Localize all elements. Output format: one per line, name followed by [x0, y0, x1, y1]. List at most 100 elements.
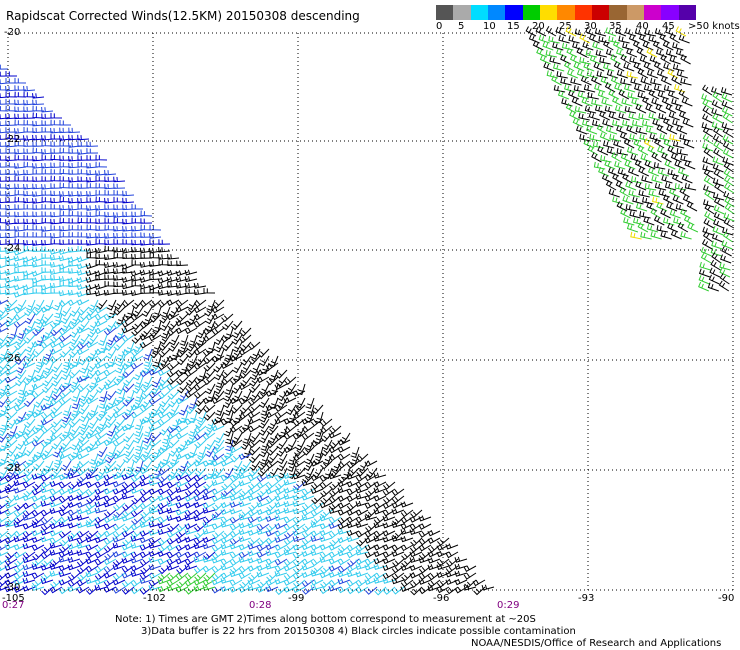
wind-barb [40, 529, 54, 536]
wind-barb [53, 313, 63, 326]
wind-barb [59, 537, 72, 547]
wind-barb [121, 327, 135, 334]
wind-barb [220, 493, 234, 500]
wind-barb [23, 231, 36, 238]
wind-barb [22, 362, 36, 369]
wind-barb [23, 261, 36, 267]
wind-barb [76, 263, 90, 270]
wind-barb [67, 522, 81, 529]
wind-barb [436, 550, 450, 558]
wind-barb [319, 556, 333, 563]
wind-barb [337, 509, 351, 516]
wind-barb [202, 397, 216, 405]
wind-barb [142, 376, 153, 388]
wind-barb [248, 502, 261, 512]
wind-barb [32, 127, 45, 134]
wind-barb [292, 453, 306, 462]
wind-barb [59, 204, 72, 211]
wind-barb [86, 217, 99, 224]
wind-barb [184, 551, 198, 559]
wind-barb [94, 501, 108, 508]
wind-barb [159, 320, 171, 332]
wind-barb [248, 341, 261, 350]
wind-barb [328, 516, 342, 524]
wind-barb [618, 89, 630, 100]
wind-barb [122, 226, 135, 232]
wind-barb [713, 197, 725, 208]
wind-barb [103, 530, 117, 538]
wind-barb [122, 253, 135, 260]
legend-swatch [505, 5, 524, 20]
wind-barb [355, 487, 369, 494]
wind-barb [635, 181, 647, 191]
wind-barbs [0, 26, 735, 596]
wind-barb [4, 543, 18, 550]
wind-barb [85, 565, 99, 573]
wind-barb [679, 187, 690, 198]
wind-barb [59, 231, 72, 238]
wind-barb [221, 481, 234, 491]
wind-barb [594, 83, 606, 93]
wind-barb [6, 467, 18, 478]
wind-barb [68, 142, 81, 148]
wind-barb [121, 283, 135, 290]
wind-barb [114, 446, 126, 457]
wind-barb [604, 82, 616, 93]
wind-barb [672, 140, 685, 149]
wind-barb [58, 397, 72, 406]
wind-barb [175, 397, 189, 405]
wind-barb [130, 404, 144, 411]
wind-barb [634, 28, 647, 37]
wind-barb [85, 557, 99, 565]
wind-barb [59, 147, 72, 154]
wind-barb [551, 75, 562, 86]
wind-barb [337, 439, 351, 446]
wind-barb [648, 112, 660, 121]
wind-barb [601, 173, 613, 184]
wind-barb [229, 586, 243, 593]
wind-barb [58, 586, 72, 595]
wind-barb [85, 270, 99, 277]
wind-barb [50, 432, 63, 441]
wind-barb [76, 376, 90, 383]
wind-barb [596, 123, 608, 135]
wind-barb [638, 189, 650, 198]
wind-barb [283, 397, 297, 404]
legend-swatch [522, 5, 541, 20]
wind-barb [0, 313, 9, 321]
wind-barb [40, 577, 54, 585]
wind-barb [400, 564, 414, 572]
wind-barb [194, 467, 207, 477]
wind-barb [58, 564, 72, 572]
wind-barb [77, 306, 90, 316]
wind-barb [184, 586, 198, 595]
wind-barb [23, 127, 35, 133]
wind-barb [23, 106, 36, 113]
wind-barb [572, 41, 584, 51]
wind-barb [229, 530, 243, 538]
wind-barb [193, 313, 207, 321]
wind-barb [274, 544, 288, 551]
wind-barb [427, 585, 441, 592]
wind-barb [628, 112, 640, 121]
wind-barb [240, 362, 252, 374]
wind-barb [50, 141, 63, 147]
wind-barb [683, 215, 695, 226]
wind-barb [175, 270, 189, 277]
wind-barb [185, 467, 198, 477]
wind-barb [113, 225, 126, 232]
wind-barb [125, 306, 135, 319]
wind-barb [69, 334, 81, 346]
wind-barb [77, 239, 90, 245]
wind-barb [662, 117, 674, 128]
wind-barb [5, 120, 18, 127]
wind-barb [583, 84, 596, 93]
wind-barb [22, 536, 36, 543]
wind-barb [247, 488, 261, 496]
wind-barb [49, 507, 63, 515]
wind-barb [579, 56, 591, 65]
wind-barb [103, 474, 117, 481]
wind-barb [265, 362, 279, 371]
wind-barb [710, 86, 723, 96]
wind-barb [157, 383, 171, 391]
